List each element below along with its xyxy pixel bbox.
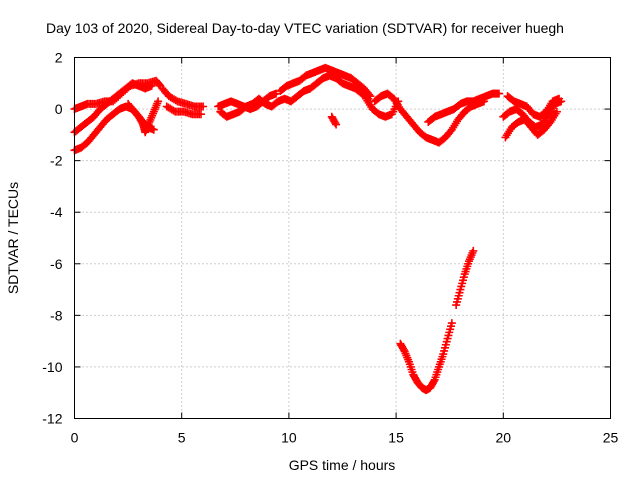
data-point xyxy=(399,345,408,354)
y-tick-label: -12 xyxy=(42,411,62,427)
x-tick-label: 15 xyxy=(388,430,404,446)
series-arc-b xyxy=(70,79,156,137)
x-axis-label: GPS time / hours xyxy=(289,457,396,473)
series-dip-arc xyxy=(396,246,478,395)
data-point xyxy=(555,94,564,103)
y-tick-label: -2 xyxy=(50,153,63,169)
data-point xyxy=(469,246,478,255)
series-arc-h xyxy=(499,92,566,142)
x-tick-label: 5 xyxy=(178,430,186,446)
y-axis-tick-labels: -12 -10 -8 -6 -4 -2 0 2 xyxy=(42,50,62,427)
y-tick-label: -10 xyxy=(42,359,62,375)
data-point xyxy=(149,125,158,134)
data-point xyxy=(365,90,374,99)
series-arc-g xyxy=(362,89,504,147)
data-series-layer xyxy=(70,63,566,395)
x-tick-label: 0 xyxy=(71,430,79,446)
data-point xyxy=(147,81,156,90)
series-arc-d xyxy=(124,99,158,134)
x-tick-label: 20 xyxy=(496,430,512,446)
y-tick-label: -6 xyxy=(50,256,63,272)
data-point xyxy=(154,97,163,106)
series-arc-f xyxy=(214,63,375,129)
x-axis-tick-labels: 0 5 10 15 20 25 xyxy=(71,430,619,446)
data-point xyxy=(495,89,504,98)
chart-title: Day 103 of 2020, Sidereal Day-to-day VTE… xyxy=(46,20,564,36)
y-tick-label: 0 xyxy=(55,101,63,117)
y-tick-label: -4 xyxy=(50,204,63,220)
plot-frame xyxy=(74,57,611,419)
data-point xyxy=(447,319,456,328)
data-point xyxy=(366,92,375,101)
data-point xyxy=(331,118,340,127)
data-point xyxy=(429,377,438,386)
y-axis-label: SDTVAR / TECUs xyxy=(5,182,21,294)
data-point xyxy=(272,89,281,98)
y-tick-label: 2 xyxy=(55,50,63,66)
data-point xyxy=(199,102,208,111)
data-point xyxy=(332,120,341,129)
series-arc-e xyxy=(158,84,208,119)
data-point xyxy=(552,107,561,116)
x-tick-label: 25 xyxy=(603,430,619,446)
data-point xyxy=(196,110,205,119)
y-tick-label: -8 xyxy=(50,307,63,323)
x-tick-label: 10 xyxy=(281,430,297,446)
